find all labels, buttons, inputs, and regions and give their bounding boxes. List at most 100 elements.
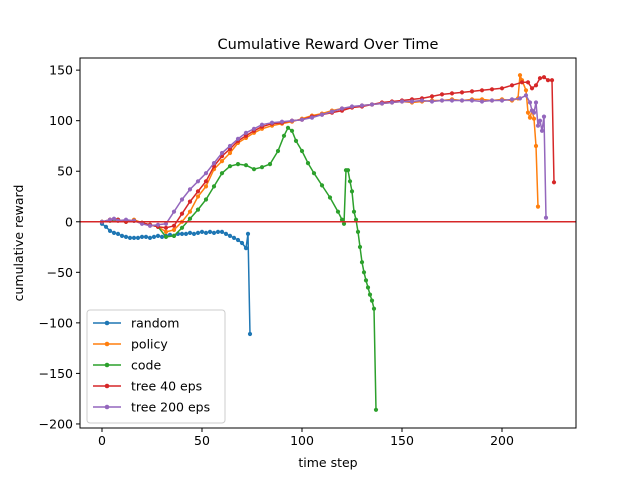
data-point xyxy=(243,246,249,251)
data-point xyxy=(537,76,543,81)
data-point xyxy=(191,231,197,236)
data-point xyxy=(541,75,547,80)
axes-frame xyxy=(79,57,577,429)
data-point xyxy=(543,215,549,220)
legend-swatch-marker xyxy=(104,383,110,389)
data-point xyxy=(353,217,359,222)
data-point xyxy=(371,306,377,311)
data-point xyxy=(305,161,311,166)
y-tick-label: −50 xyxy=(47,265,73,280)
data-point xyxy=(259,122,265,127)
data-point xyxy=(203,184,209,189)
data-point xyxy=(345,168,351,173)
data-point xyxy=(299,117,305,122)
data-point xyxy=(231,235,237,240)
data-point xyxy=(223,231,229,236)
data-point xyxy=(111,230,117,235)
data-point xyxy=(227,146,233,152)
data-point xyxy=(533,100,539,105)
legend-swatch-marker xyxy=(104,404,110,410)
data-point xyxy=(123,234,129,239)
data-point xyxy=(107,228,113,233)
data-point xyxy=(293,138,299,143)
data-point xyxy=(115,231,121,236)
data-point xyxy=(541,114,547,119)
data-point xyxy=(539,128,545,133)
data-point xyxy=(235,237,241,243)
data-point xyxy=(525,80,531,85)
data-point xyxy=(357,244,363,250)
data-point xyxy=(203,171,209,176)
data-point xyxy=(285,125,291,130)
data-point xyxy=(369,298,375,303)
data-point xyxy=(517,73,523,78)
data-point xyxy=(183,231,189,236)
plot-area xyxy=(80,73,576,412)
data-point xyxy=(107,217,113,222)
data-point xyxy=(349,104,355,109)
legend: random policy code tree 40 eps tree 200 eps xyxy=(86,309,226,424)
data-point xyxy=(179,197,185,202)
data-point xyxy=(311,171,317,176)
data-point xyxy=(527,115,533,120)
data-point xyxy=(195,194,201,199)
data-point xyxy=(215,229,221,234)
data-point xyxy=(131,235,137,240)
data-point xyxy=(159,234,165,239)
data-point xyxy=(235,162,241,167)
data-point xyxy=(195,230,201,235)
data-point xyxy=(203,230,209,235)
data-point xyxy=(335,209,341,214)
data-point xyxy=(319,112,325,117)
legend-item: tree 40 eps xyxy=(93,379,202,394)
data-point xyxy=(429,94,435,99)
data-point xyxy=(459,90,465,95)
legend-label: code xyxy=(131,358,161,373)
data-point xyxy=(523,93,529,98)
data-point xyxy=(111,216,117,221)
data-point xyxy=(361,270,367,275)
data-point xyxy=(329,109,335,114)
data-point xyxy=(171,227,177,232)
data-point xyxy=(163,229,169,234)
data-point xyxy=(523,88,529,93)
data-point xyxy=(489,87,495,92)
y-axis-label: cumulative reward xyxy=(11,185,26,302)
data-point xyxy=(211,184,217,189)
data-point xyxy=(219,171,225,176)
data-point xyxy=(535,123,541,128)
data-point xyxy=(187,187,193,192)
data-point xyxy=(195,189,201,194)
data-point xyxy=(123,217,129,222)
data-point xyxy=(219,229,225,234)
data-point xyxy=(499,86,505,91)
legend-swatch-marker xyxy=(104,362,110,368)
data-point xyxy=(279,119,285,124)
data-point xyxy=(327,195,333,200)
data-point xyxy=(549,78,555,83)
legend-swatch-marker xyxy=(104,320,110,326)
data-point xyxy=(373,407,379,412)
data-point xyxy=(459,98,465,103)
x-tick-label: 0 xyxy=(98,433,106,448)
data-point xyxy=(369,102,375,107)
legend-box xyxy=(86,309,226,424)
data-point xyxy=(203,197,209,202)
data-point xyxy=(531,110,537,115)
data-point xyxy=(349,189,355,194)
data-point xyxy=(355,229,361,234)
data-point xyxy=(259,165,265,170)
data-point xyxy=(479,99,485,104)
data-point xyxy=(309,115,315,120)
data-point xyxy=(449,91,455,96)
legend-label: tree 200 eps xyxy=(131,400,210,415)
y-tick-label: −150 xyxy=(39,366,73,381)
data-point xyxy=(347,179,353,184)
y-axis: −200 −150 −100 −50 0 50 100 150 xyxy=(39,63,80,431)
data-point xyxy=(155,233,161,238)
y-tick-label: −100 xyxy=(39,315,73,330)
data-point xyxy=(535,204,541,209)
data-point xyxy=(251,126,257,131)
data-point xyxy=(243,163,249,168)
